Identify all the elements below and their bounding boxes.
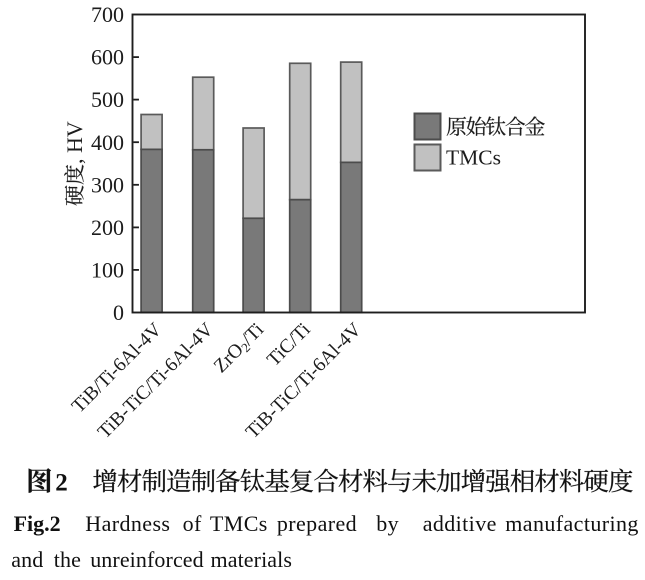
svg-text:Fig.2: Fig.2 [14, 511, 61, 536]
svg-text:by: by [376, 511, 399, 536]
svg-text:manufacturing: manufacturing [505, 511, 638, 536]
svg-text:700: 700 [91, 2, 124, 27]
svg-text:unreinforced: unreinforced [90, 547, 204, 572]
svg-text:200: 200 [91, 215, 124, 240]
svg-text:TMCs: TMCs [210, 511, 268, 536]
svg-text:the: the [54, 547, 81, 572]
svg-text:500: 500 [91, 87, 124, 112]
svg-text:additive: additive [423, 511, 497, 536]
svg-text:0: 0 [113, 300, 124, 325]
svg-text:, HV: , HV [62, 121, 87, 164]
svg-text:of: of [183, 511, 202, 536]
svg-text:prepared: prepared [277, 511, 357, 536]
svg-text:and: and [11, 547, 43, 572]
svg-text:400: 400 [91, 130, 124, 155]
svg-text:100: 100 [91, 258, 124, 283]
svg-text:Hardness: Hardness [85, 511, 170, 536]
svg-text:materials: materials [211, 547, 293, 572]
svg-text:300: 300 [91, 172, 124, 197]
svg-text:600: 600 [91, 45, 124, 70]
svg-text:TMCs: TMCs [446, 146, 501, 170]
svg-text:2: 2 [55, 469, 67, 496]
